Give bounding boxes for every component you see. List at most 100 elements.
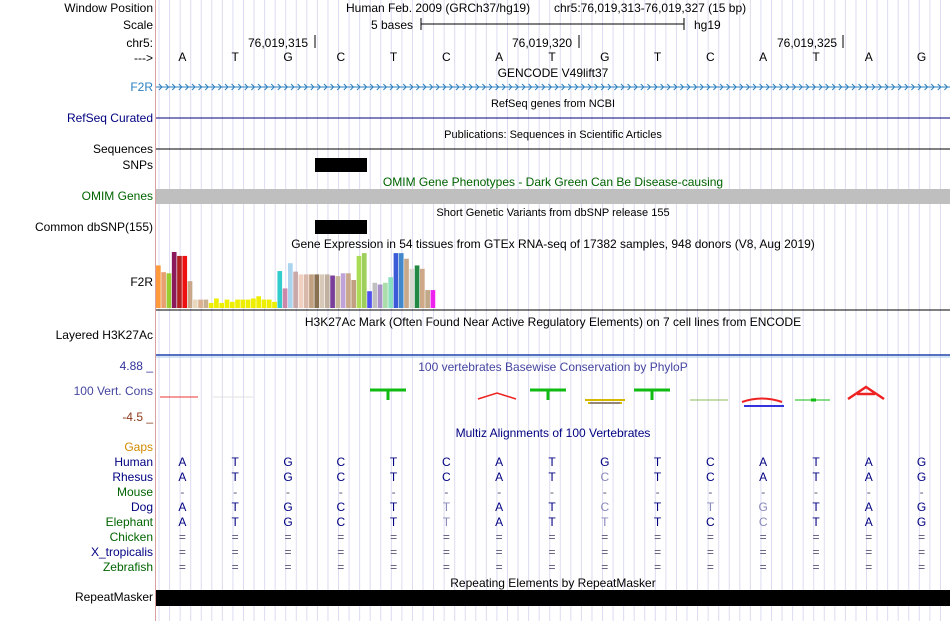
species-label-mouse[interactable]: Mouse: [116, 485, 153, 499]
gtex-bar-35: [335, 276, 341, 308]
align-zebrafish-base-5: =: [390, 560, 398, 574]
assembly-title: Human Feb. 2009 (GRCh37/hg19): [346, 1, 531, 15]
align-human-base-5: T: [389, 455, 398, 469]
species-label-human[interactable]: Human: [114, 455, 153, 469]
species-label-rhesus[interactable]: Rhesus: [112, 470, 153, 484]
align-zebrafish-base-11: =: [706, 560, 714, 574]
align-zebrafish-base-3: =: [284, 560, 292, 574]
align-rhesus-base-8: T: [548, 470, 556, 484]
align-human-base-3: G: [283, 455, 293, 469]
align-human-base-11: C: [706, 455, 715, 469]
align-mouse-base-14: -: [866, 485, 871, 499]
align-mouse-base-7: -: [497, 485, 502, 499]
gtex-bar-14: [224, 299, 230, 308]
track-label-divider: [155, 0, 156, 621]
gtex-bar-21: [261, 299, 267, 308]
track-title-omim: OMIM Gene Phenotypes - Dark Green Can Be…: [382, 175, 724, 189]
gtex-bar-32: [319, 274, 325, 308]
label-cons-min: -4.5 _: [122, 410, 153, 424]
species-label-chicken[interactable]: Chicken: [109, 530, 153, 544]
base-9: G: [600, 50, 610, 64]
align-human-base-15: G: [916, 455, 927, 469]
position-readout: chr5:76,019,313-76,019,327 (15 bp): [554, 1, 747, 15]
species-label-zebrafish[interactable]: Zebrafish: [102, 560, 153, 574]
gtex-bar-34: [330, 275, 335, 308]
align-elephant-base-9: T: [601, 515, 609, 529]
label-f2r-gencode[interactable]: F2R: [130, 80, 153, 94]
align-chicken-base-13: =: [812, 530, 820, 544]
align-dog-base-11: T: [706, 500, 715, 514]
base-8: T: [548, 50, 556, 64]
gtex-bar-33: [324, 274, 330, 308]
gtex-bar-4: [171, 252, 177, 308]
align-rhesus-base-11: C: [706, 470, 715, 484]
align-mouse-base-1: -: [180, 485, 185, 499]
align-zebrafish-base-10: =: [654, 560, 662, 574]
tick-label-2: 76,019,320: [512, 36, 573, 50]
align-rhesus-base-2: T: [231, 470, 239, 484]
align-chicken-base-14: =: [865, 530, 873, 544]
label-sequences[interactable]: Sequences: [92, 142, 153, 156]
species-label-x_tropicalis[interactable]: X_tropicalis: [90, 545, 153, 559]
gtex-bar-8: [192, 299, 198, 308]
align-mouse-base-12: -: [761, 485, 766, 499]
align-chicken-base-3: =: [284, 530, 292, 544]
label-repeatmasker[interactable]: RepeatMasker: [74, 590, 153, 604]
align-x_tropicalis-base-9: =: [601, 545, 609, 559]
align-x_tropicalis-base-13: =: [812, 545, 820, 559]
gtex-bar-22: [266, 299, 272, 308]
species-label-dog[interactable]: Dog: [130, 500, 153, 514]
gtex-bar-44: [383, 282, 388, 308]
gtex-bar-2: [161, 272, 166, 308]
align-elephant-base-10: T: [653, 515, 662, 529]
gtex-bar-36: [340, 273, 346, 308]
snp-block: [315, 158, 367, 172]
align-x_tropicalis-base-11: =: [706, 545, 714, 559]
align-x_tropicalis-base-15: =: [918, 545, 926, 559]
gtex-bar-38: [351, 280, 357, 308]
align-mouse-base-8: -: [550, 485, 554, 499]
align-dog-base-2: T: [231, 500, 239, 514]
align-rhesus-base-15: G: [916, 470, 927, 484]
align-elephant-base-8: T: [548, 515, 556, 529]
label-common-dbsnp[interactable]: Common dbSNP(155): [34, 220, 153, 234]
gtex-bar-17: [240, 299, 246, 308]
track-title-dbsnp: Short Genetic Variants from dbSNP releas…: [436, 207, 670, 219]
align-chicken-base-15: =: [918, 530, 926, 544]
align-dog-base-9: C: [600, 500, 610, 514]
base-13: T: [812, 50, 820, 64]
align-elephant-base-13: T: [812, 515, 820, 529]
align-elephant-base-3: G: [283, 515, 293, 529]
align-dog-base-4: C: [336, 500, 346, 514]
align-mouse-base-10: -: [655, 485, 660, 499]
gtex-bar-13: [219, 302, 225, 308]
gtex-bar-43: [377, 284, 383, 308]
align-rhesus-base-10: T: [653, 470, 662, 484]
base-15: G: [916, 50, 927, 64]
track-title-repeatmasker: Repeating Elements by RepeatMasker: [450, 576, 656, 590]
gtex-bar-47: [398, 253, 404, 308]
align-rhesus-base-1: A: [178, 470, 187, 484]
label-omim-genes[interactable]: OMIM Genes: [81, 189, 153, 203]
gtex-bar-26: [288, 263, 293, 308]
align-rhesus-base-14: A: [864, 470, 873, 484]
gtex-bar-3: [166, 273, 172, 308]
label-f2r-gtex[interactable]: F2R: [130, 275, 153, 289]
label-refseq-curated[interactable]: RefSeq Curated: [66, 111, 153, 125]
align-x_tropicalis-base-10: =: [654, 545, 662, 559]
label-snps[interactable]: SNPs: [122, 158, 153, 172]
gtex-bar-10: [203, 299, 209, 308]
label-100-vert-cons[interactable]: 100 Vert. Cons: [73, 384, 153, 398]
align-x_tropicalis-base-3: =: [284, 545, 292, 559]
align-rhesus-base-4: C: [336, 470, 346, 484]
align-dog-base-14: A: [864, 500, 873, 514]
align-zebrafish-base-2: =: [231, 560, 239, 574]
align-human-base-13: T: [812, 455, 820, 469]
label-layered-h3k27ac[interactable]: Layered H3K27Ac: [55, 328, 153, 342]
align-rhesus-base-13: T: [812, 470, 820, 484]
track-title-multiz: Multiz Alignments of 100 Vertebrates: [455, 426, 651, 440]
align-mouse-base-6: -: [444, 485, 449, 499]
species-label-elephant[interactable]: Elephant: [105, 515, 153, 529]
label-gaps: Gaps: [124, 440, 153, 454]
